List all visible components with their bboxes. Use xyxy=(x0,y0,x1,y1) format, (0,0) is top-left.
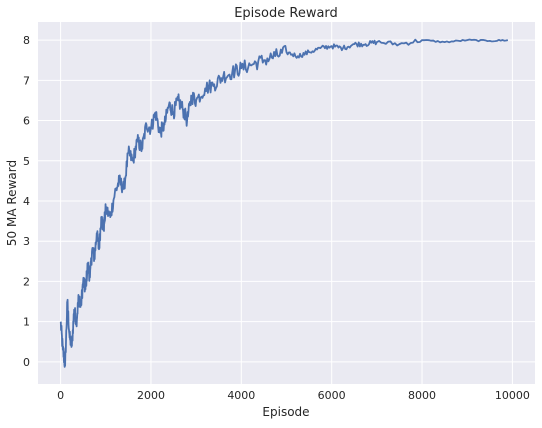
y-tick-labels: 0 1 2 3 4 5 6 7 8 xyxy=(23,34,30,369)
series-group xyxy=(59,38,509,368)
y-tick-label: 0 xyxy=(23,356,30,369)
x-tick-label: 8000 xyxy=(408,389,436,402)
x-tick-label: 10000 xyxy=(495,389,530,402)
chart-title: Episode Reward xyxy=(234,6,338,21)
x-axis-label: Episode xyxy=(262,405,309,419)
x-tick-label: 6000 xyxy=(318,389,346,402)
y-tick-label: 5 xyxy=(23,155,30,168)
plot-background xyxy=(38,22,535,384)
y-axis-label: 50 MA Reward xyxy=(5,160,19,246)
x-tick-label: 2000 xyxy=(137,389,165,402)
x-tick-label: 0 xyxy=(57,389,64,402)
y-tick-label: 2 xyxy=(23,275,30,288)
y-tick-label: 6 xyxy=(23,115,30,128)
y-tick-label: 8 xyxy=(23,34,30,47)
series-line xyxy=(59,38,509,368)
x-tick-labels: 0 2000 4000 6000 8000 10000 xyxy=(57,389,530,402)
y-tick-label: 4 xyxy=(23,195,30,208)
x-tick-label: 4000 xyxy=(227,389,255,402)
y-tick-label: 7 xyxy=(23,74,30,87)
y-tick-label: 1 xyxy=(23,316,30,329)
y-tick-label: 3 xyxy=(23,235,30,248)
grid xyxy=(38,22,535,384)
